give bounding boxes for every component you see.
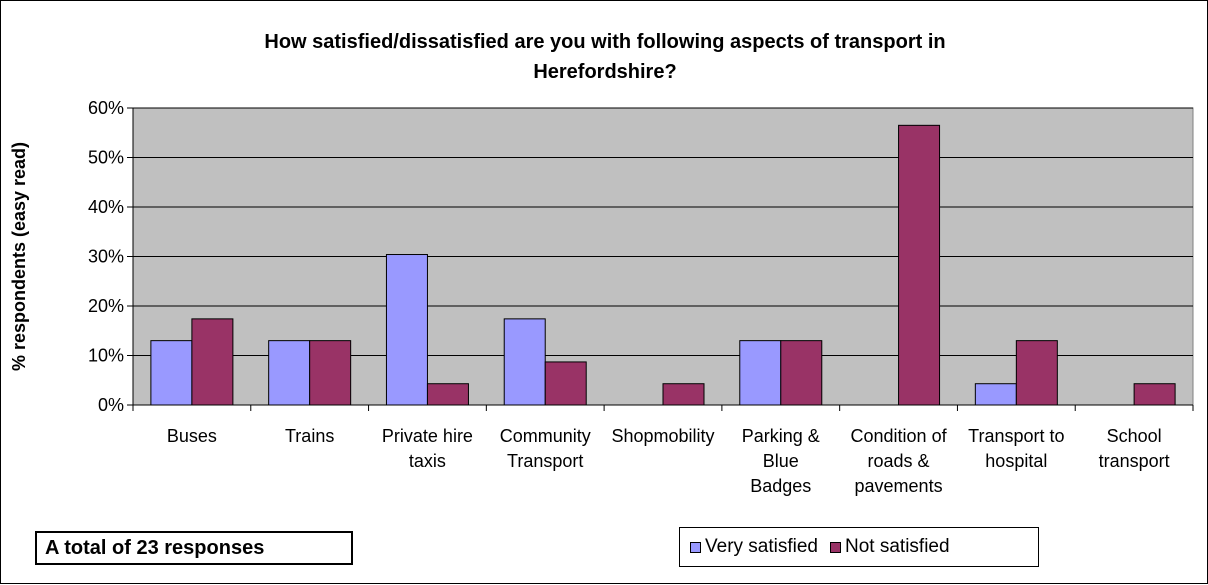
bar-not-satisfied <box>780 340 823 406</box>
bar-very-satisfied <box>268 340 311 406</box>
legend-item-very-satisfied: Very satisfied <box>690 536 818 558</box>
axes <box>127 107 1194 411</box>
chart-title-line: Herefordshire? <box>533 61 676 83</box>
y-tick-labels: 0% 10% 20% 30% 40% 50% 60% <box>88 98 124 415</box>
y-tick-label: 20% <box>88 296 124 316</box>
x-category-labels: Buses Trains Private hire taxis Community Tra… <box>167 426 1170 496</box>
y-tick-label: 10% <box>88 346 124 366</box>
bar-not-satisfied <box>1015 340 1058 406</box>
bar-not-satisfied <box>1133 383 1176 406</box>
legend-label-not-satisfied: Not satisfied <box>845 536 950 557</box>
y-tick-label: 60% <box>88 98 124 118</box>
bar-not-satisfied <box>898 124 941 406</box>
bar-not-satisfied <box>309 340 352 406</box>
x-category-label: Community Transport <box>500 426 591 471</box>
y-tick-label: 50% <box>88 148 124 168</box>
x-category-label: Condition of roads & pavements <box>851 426 948 496</box>
y-axis-label: % respondents (easy read) <box>9 142 29 371</box>
chart-title: How satisfied/dissatisfied are you with … <box>264 31 945 83</box>
bar-very-satisfied <box>385 254 428 406</box>
bar-not-satisfied <box>662 383 705 406</box>
bar-very-satisfied <box>503 318 546 406</box>
y-tick-label: 40% <box>88 197 124 217</box>
y-tick-label: 0% <box>98 395 124 415</box>
chart-title-line: How satisfied/dissatisfied are you with … <box>264 31 945 53</box>
x-category-label: Shopmobility <box>611 426 714 446</box>
x-category-label: School transport <box>1099 426 1170 471</box>
x-category-label: Parking & Blue Badges <box>742 426 820 496</box>
bar-not-satisfied <box>191 318 234 406</box>
x-category-label: Private hire taxis <box>382 426 473 471</box>
legend: Very satisfied Not satisfied <box>679 527 1039 567</box>
bar-very-satisfied <box>739 340 782 406</box>
legend-item-not-satisfied: Not satisfied <box>830 536 950 558</box>
legend-swatch-very-satisfied <box>690 541 701 553</box>
bar-not-satisfied <box>544 361 587 406</box>
x-category-label: Transport to hospital <box>968 426 1064 471</box>
total-responses-note: A total of 23 responses <box>35 531 353 565</box>
x-category-label: Buses <box>167 426 217 446</box>
legend-swatch-not-satisfied <box>830 541 841 553</box>
bar-not-satisfied <box>426 383 469 406</box>
bar-very-satisfied <box>150 340 193 406</box>
y-tick-label: 30% <box>88 247 124 267</box>
x-category-label: Trains <box>285 426 334 446</box>
bar-very-satisfied <box>974 383 1017 406</box>
legend-label-very-satisfied: Very satisfied <box>705 536 818 557</box>
bars <box>150 124 1176 406</box>
